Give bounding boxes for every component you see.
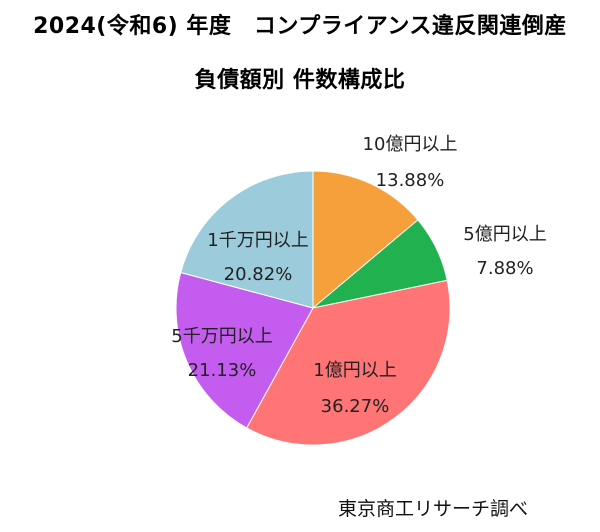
pie-slice-3 [246, 279, 451, 446]
slice-value-label-4: 21.13% [188, 360, 257, 381]
chart-title-line1: 2024(令和6) 年度 コンプライアンス違反関連倒産 [33, 14, 567, 39]
source-note: 東京商工リサーチ調べ [338, 498, 529, 520]
slice-category-label-4: 5千万円以上 [171, 326, 272, 347]
slice-category-label-5: 1千万円以上 [207, 230, 308, 251]
pie-slice-5 [180, 170, 314, 309]
slice-category-label-2: 5億円以上 [463, 224, 546, 245]
pie-slice-4 [175, 271, 314, 429]
slice-category-label-3: 1億円以上 [313, 360, 396, 381]
slice-value-label-3: 36.27% [321, 396, 390, 417]
slice-value-label-2: 7.88% [476, 258, 533, 279]
slice-category-label-1: 10億円以上 [363, 134, 458, 155]
slice-value-label-5: 20.82% [224, 264, 293, 285]
chart-title-line2: 負債額別 件数構成比 [194, 68, 406, 93]
pie-slice-1 [312, 170, 419, 310]
slice-value-label-1: 13.88% [376, 170, 445, 191]
